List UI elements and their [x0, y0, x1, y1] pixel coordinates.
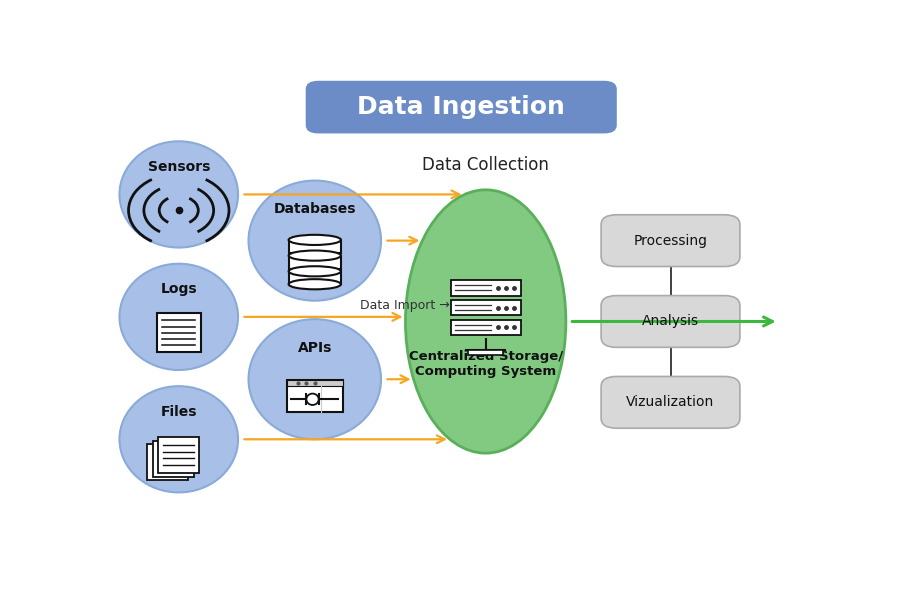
Bar — [451, 280, 520, 296]
Ellipse shape — [289, 251, 341, 260]
Ellipse shape — [248, 319, 381, 439]
Ellipse shape — [120, 141, 238, 248]
Text: Vizualization: Vizualization — [626, 395, 715, 409]
Text: Analysis: Analysis — [642, 314, 699, 328]
Bar — [158, 437, 199, 473]
Bar — [289, 271, 341, 284]
Bar — [287, 380, 343, 412]
Text: Files: Files — [160, 404, 197, 419]
FancyBboxPatch shape — [601, 215, 740, 266]
Bar — [287, 380, 343, 386]
Ellipse shape — [289, 279, 341, 289]
Text: Logs: Logs — [160, 282, 197, 296]
Bar — [289, 256, 341, 269]
Text: Data Ingestion: Data Ingestion — [357, 95, 565, 119]
Ellipse shape — [120, 386, 238, 493]
FancyBboxPatch shape — [601, 376, 740, 428]
FancyBboxPatch shape — [306, 81, 616, 133]
Text: Data Import →: Data Import → — [360, 299, 450, 312]
Text: Sensors: Sensors — [148, 160, 210, 174]
Bar — [289, 240, 341, 253]
Ellipse shape — [120, 264, 238, 370]
Bar — [451, 320, 520, 335]
Text: APIs: APIs — [298, 341, 332, 355]
Ellipse shape — [306, 394, 319, 405]
Bar — [147, 444, 188, 480]
Ellipse shape — [289, 266, 341, 277]
Text: Centralized Storage/
Computing System: Centralized Storage/ Computing System — [409, 350, 562, 377]
Text: Processing: Processing — [634, 233, 707, 248]
FancyBboxPatch shape — [601, 296, 740, 347]
Bar — [157, 313, 201, 352]
Bar — [451, 300, 520, 316]
Text: Data Collection: Data Collection — [422, 155, 549, 173]
Bar — [468, 350, 503, 355]
Ellipse shape — [248, 181, 381, 301]
Ellipse shape — [406, 190, 566, 453]
Ellipse shape — [289, 235, 341, 245]
Text: Databases: Databases — [274, 202, 356, 217]
Bar — [153, 441, 194, 477]
